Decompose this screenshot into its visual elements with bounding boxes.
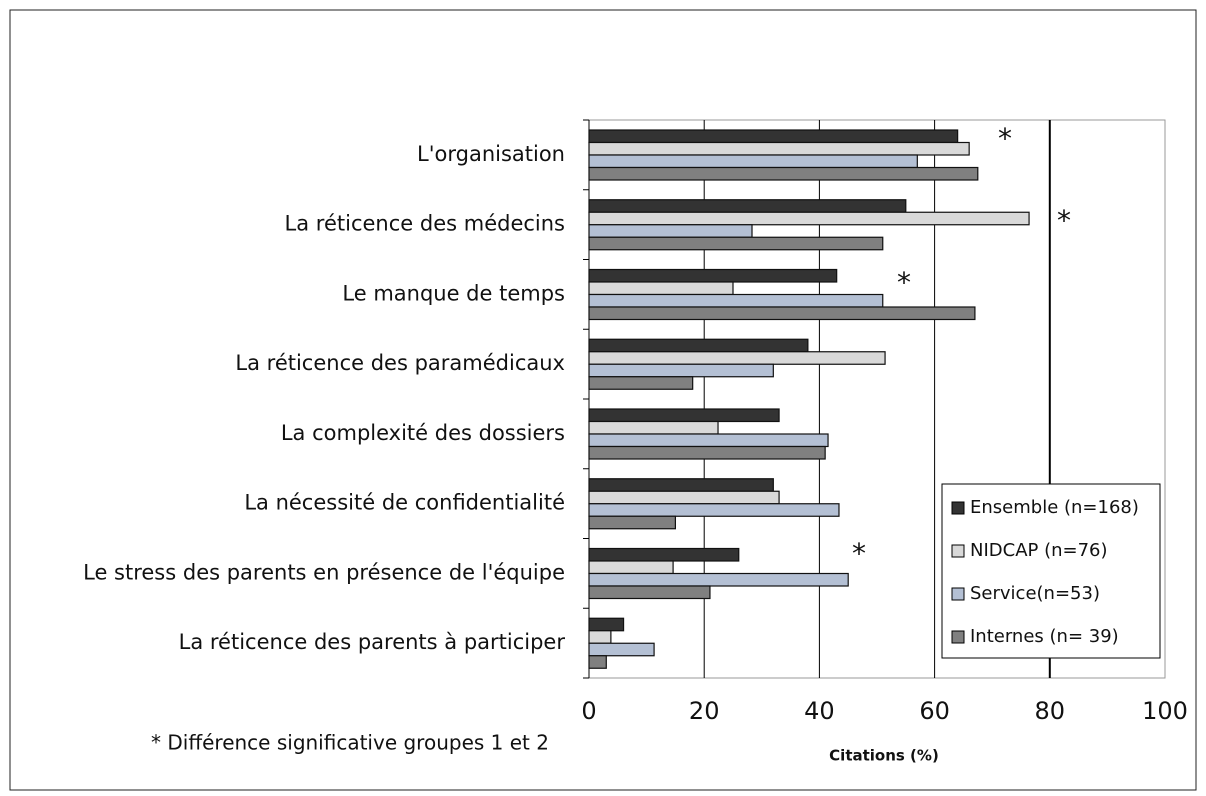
bar <box>588 585 711 600</box>
x-tick-label: 0 <box>581 697 596 725</box>
bar <box>588 376 694 390</box>
x-tick-label: 20 <box>689 697 720 725</box>
bar <box>588 642 655 657</box>
legend <box>941 483 1161 659</box>
bar <box>588 490 780 505</box>
annotation: * <box>852 537 866 570</box>
bar <box>588 478 774 492</box>
bar <box>588 338 809 353</box>
legend-swatch <box>951 501 965 515</box>
annotation: * <box>1057 204 1071 237</box>
y-tick-label: Le manque de temps <box>342 281 565 305</box>
bar <box>588 199 907 213</box>
bar <box>588 211 1030 226</box>
bar <box>588 630 612 644</box>
annotation: * <box>897 266 911 299</box>
legend-swatch <box>951 544 965 558</box>
y-tick-label: La complexité des dossiers <box>281 421 565 445</box>
bar <box>588 293 884 308</box>
legend-label: Service(n=53) <box>970 583 1100 604</box>
legend-swatch <box>951 587 965 601</box>
bar <box>588 420 719 435</box>
y-tick-label: L'organisation <box>417 142 565 166</box>
bar <box>588 617 625 632</box>
bar <box>588 351 886 365</box>
bar <box>588 560 674 575</box>
legend-label: NIDCAP (n=76) <box>970 540 1108 561</box>
y-tick-label: La nécessité de confidentialité <box>244 491 565 515</box>
y-tick-label: Le stress des parents en présence de l'é… <box>83 560 565 584</box>
bar <box>588 547 740 562</box>
bar <box>588 154 918 169</box>
bar <box>588 281 734 296</box>
bar <box>588 503 840 517</box>
y-tick-label: La réticence des parents à participer <box>179 630 566 654</box>
legend-label: Internes (n= 39) <box>970 626 1119 647</box>
frame <box>9 9 1197 791</box>
bar <box>588 306 976 321</box>
y-tick-label: La réticence des paramédicaux <box>235 351 565 375</box>
legend-label: Ensemble (n=168) <box>970 497 1139 518</box>
legend-swatch <box>951 630 965 644</box>
bar <box>588 408 780 423</box>
annotation: * <box>998 122 1012 155</box>
x-tick-label: 40 <box>804 697 835 725</box>
bar <box>588 141 970 156</box>
footnote: * Différence significative groupes 1 et … <box>151 731 549 755</box>
bar <box>588 236 884 251</box>
y-tick-label: La réticence des médecins <box>285 212 565 236</box>
bar <box>588 572 849 587</box>
x-axis-label: Citations (%) <box>829 747 939 765</box>
bar <box>588 655 607 669</box>
x-tick-label: 60 <box>919 697 950 725</box>
bar <box>588 445 826 460</box>
bar <box>588 433 829 448</box>
bar <box>588 129 959 144</box>
bar <box>588 268 838 283</box>
bar <box>588 515 677 530</box>
x-tick-label: 100 <box>1142 697 1188 725</box>
x-tick-label: 80 <box>1035 697 1066 725</box>
bar <box>588 166 979 181</box>
bar <box>588 363 774 378</box>
bar <box>588 224 753 238</box>
